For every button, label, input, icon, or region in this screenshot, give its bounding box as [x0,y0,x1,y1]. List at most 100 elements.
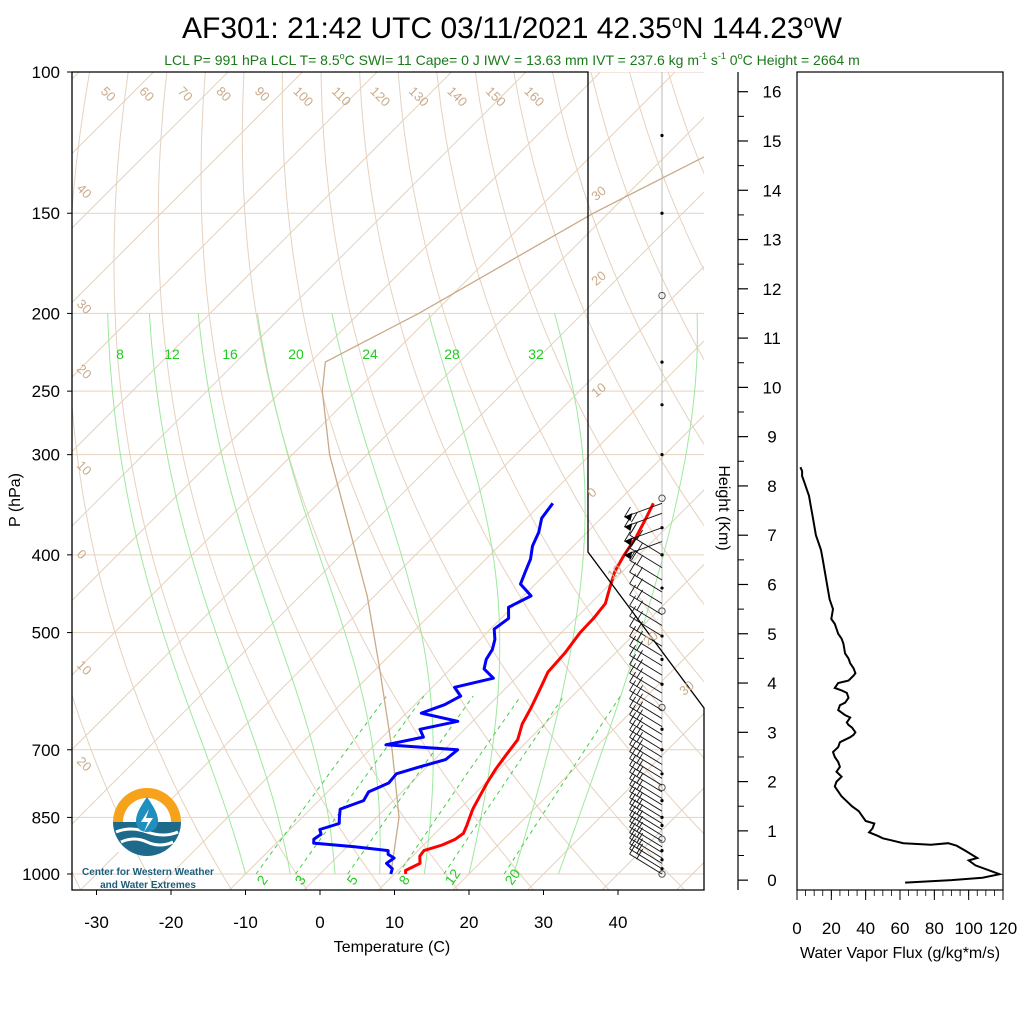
height-tick-label: 3 [767,723,776,742]
wind-barb [629,778,663,799]
isotherm-label: 50 [98,84,119,105]
height-tick-label: 7 [767,526,776,545]
theta-label-left: 20 [74,754,95,775]
wind-barb-feather [629,595,636,606]
chart-subtitle: LCL P= 991 hPa LCL T= 8.5oC SWI= 11 Cape… [164,51,859,68]
wind-barb [629,826,663,848]
wind-barb-feather [629,712,636,723]
wind-barb-feather [629,793,636,804]
moist-adiabat [428,313,501,875]
dry-adiabat [513,72,704,527]
wind-dot [660,586,664,590]
wind-barb-feather [636,668,643,679]
height-tick-label: 2 [767,773,776,792]
wind-barb-feather [629,645,636,656]
dry-adiabat [0,72,6,891]
wind-barb-feather [624,545,631,556]
wind-barb [629,809,663,830]
moist-adiabat-label: 24 [362,346,378,362]
isotherm-label: 150 [483,84,509,110]
wind-barb-feather [629,537,636,549]
wind-calm-circle [658,703,666,712]
wind-barb [629,797,663,818]
wind-dot [660,133,664,138]
wind-barb-feather [629,838,636,850]
dry-adiabat [629,72,704,272]
x-axis-title: Temperature (C) [334,939,450,956]
wind-barb [629,571,663,593]
isotherm-line [72,72,453,453]
wind-barb-feather [629,843,636,855]
y-tick-label: 300 [32,446,60,465]
wind-barb-feather [636,650,643,661]
wind-barb-feather [636,732,643,743]
wind-barb-feather [636,739,643,750]
flux-x-tick-label: 40 [856,919,875,938]
isotherm-label: 90 [252,84,273,105]
theta-label-left: 0 [74,546,90,562]
wind-barb-feather [631,521,638,533]
wind-barb-feather [636,529,643,541]
x-tick-label: 40 [609,913,628,932]
wind-calm-circle [658,494,666,502]
wind-barb [629,843,663,864]
moist-adiabat [148,313,291,875]
wind-barb-feather [636,631,643,642]
moist-adiabat-label: 28 [444,346,460,362]
wind-calm-circle [658,783,666,792]
flux-x-tick-label: 0 [792,919,801,938]
isotherm-line [72,72,304,304]
wind-barb-feather [629,680,636,691]
theta-label-right: 20 [588,268,609,289]
dry-adiabat [784,72,1024,891]
isotherm-label: 120 [367,84,393,110]
moist-adiabat [513,313,586,875]
height-tick-label: 14 [763,181,782,200]
isotherm-line [72,72,527,527]
height-tick-label: 4 [767,674,776,693]
dry-adiabat [822,72,1024,891]
wind-dot [660,360,664,364]
isotherm-label: 160 [521,84,547,110]
isotherm-line [228,414,704,890]
wind-barb [629,714,663,735]
isotherm-line [72,72,155,155]
cw3e-logo: Center for Western Weather and Water Ext… [82,787,214,891]
wind-barb-feather [631,536,638,547]
dry-adiabat [436,72,704,683]
wind-barb [629,736,663,758]
y-tick-label: 200 [32,304,60,323]
wind-barb-pennant [624,537,633,546]
wind-barb-feather [636,693,643,704]
wind-barb-feather [636,578,643,589]
x-tick-label: -30 [84,913,109,932]
wind-barb [629,721,663,743]
wind-barbs [624,72,666,878]
moist-adiabat-label: 12 [164,346,180,362]
wind-barb [629,744,663,765]
wind-barb-feather [636,542,643,554]
y-tick-label: 1000 [22,865,60,884]
theta-label-left: 20 [74,361,95,382]
wind-barb-feather [636,746,643,757]
wind-barb-feather [636,753,643,764]
y-tick-label: 850 [32,808,60,827]
isotherm-line [750,35,1024,891]
theta-label-left: 10 [74,458,95,479]
wind-barb-feather [629,626,636,637]
moist-adiabat-label: 16 [222,346,238,362]
dry-adiabat [707,72,1024,891]
isotherm-line [377,563,704,890]
water-vapor-flux-line [799,466,1003,884]
wind-barb [629,664,663,685]
wind-dot [660,211,664,215]
wind-barb-feather [636,554,643,566]
chart-title: AF301: 21:42 UTC 03/11/2021 42.35oN 144.… [182,12,843,45]
flux-x-tick-label: 60 [891,919,910,938]
height-tick-label: 16 [763,83,782,102]
wind-barb-feather [636,827,643,838]
wind-dot [660,858,664,862]
wind-barb [629,583,663,604]
height-tick-label: 12 [763,280,782,299]
dry-adiabat [200,72,459,890]
